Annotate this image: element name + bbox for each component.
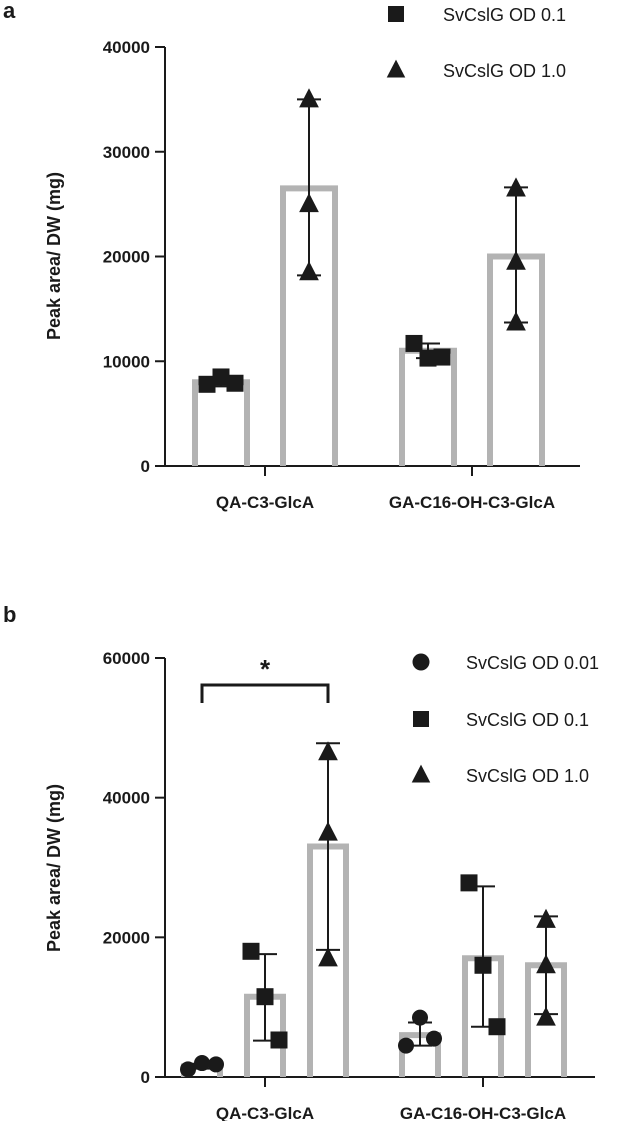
legend-marker-square [413, 711, 429, 727]
legend-label: SvCslG OD 0.1 [466, 710, 589, 730]
data-point-circle [180, 1061, 196, 1078]
significance-bracket [200, 683, 330, 703]
legend-label: SvCslG OD 1.0 [466, 766, 589, 786]
legend-label: SvCslG OD 1.0 [443, 61, 566, 81]
data-point-circle [412, 1009, 428, 1026]
bar [399, 347, 457, 466]
data-point-triangle [536, 908, 556, 928]
data-point-square [460, 874, 478, 892]
data-point-triangle [536, 954, 556, 974]
data-point-square [488, 1018, 506, 1036]
x-tick-label: QA-C3-GlcA [216, 493, 314, 512]
panel-a-letter: a [3, 0, 16, 23]
data-point-triangle [318, 821, 338, 841]
y-tick-label: 0 [141, 457, 150, 476]
data-point-triangle [536, 1006, 556, 1026]
y-tick-label: 40000 [103, 38, 150, 57]
data-point-square [433, 348, 451, 366]
data-point-square [474, 956, 492, 974]
data-point-square [270, 1031, 288, 1049]
data-point-square [226, 374, 244, 392]
data-point-square [419, 349, 437, 367]
x-tick-label: GA-C16-OH-C3-GlcA [389, 493, 555, 512]
chart-a: 0 10000 20000 30000 40000 QA-C3-GlcA GA-C16-OH… [44, 5, 580, 512]
legend-marker-circle [412, 653, 430, 671]
x-tick-label: GA-C16-OH-C3-GlcA [400, 1104, 566, 1121]
y-tick-label: 20000 [103, 248, 150, 267]
data-point-triangle [506, 311, 526, 331]
y-tick-label: 40000 [103, 789, 150, 808]
data-point-square [198, 375, 216, 393]
data-point-circle [194, 1055, 210, 1072]
data-point-circle [398, 1037, 414, 1054]
bar [192, 379, 250, 466]
data-point-triangle [506, 177, 526, 197]
data-point-circle [208, 1056, 224, 1073]
data-point-triangle [299, 88, 319, 108]
legend-label: SvCslG OD 0.1 [443, 5, 566, 25]
legend-marker-square [388, 6, 404, 22]
chart-b: 0 20000 40000 60000 QA-C3-GlcA GA-C16-OH-C3-G… [44, 649, 599, 1121]
data-point-triangle [506, 250, 526, 270]
data-point-circle [426, 1030, 442, 1047]
y-tick-label: 30000 [103, 143, 150, 162]
data-point-square [242, 942, 260, 960]
y-tick-label: 10000 [103, 352, 150, 371]
y-tick-label: 60000 [103, 649, 150, 668]
y-tick-label: 0 [141, 1068, 150, 1087]
data-point-triangle [318, 741, 338, 761]
data-point-triangle [299, 193, 319, 213]
data-point-triangle [318, 947, 338, 967]
x-tick-label: QA-C3-GlcA [216, 1104, 314, 1121]
legend-label: SvCslG OD 0.01 [466, 653, 599, 673]
data-point-triangle [299, 261, 319, 281]
significance-label: * [260, 654, 271, 684]
data-point-square [405, 334, 423, 352]
panel-b-letter: b [3, 602, 16, 627]
legend-marker-triangle [411, 764, 431, 783]
y-axis-label: Peak area/ DW (mg) [44, 784, 64, 952]
data-point-square [212, 368, 230, 386]
y-tick-label: 20000 [103, 928, 150, 947]
data-point-square [256, 988, 274, 1006]
legend-marker-triangle [386, 59, 406, 78]
y-axis-label: Peak area/ DW (mg) [44, 172, 64, 340]
